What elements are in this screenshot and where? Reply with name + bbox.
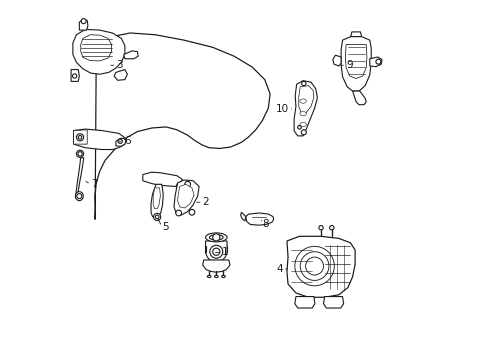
Polygon shape — [294, 81, 318, 136]
Text: 4: 4 — [276, 264, 283, 274]
Circle shape — [298, 126, 301, 129]
Circle shape — [76, 134, 84, 141]
Text: 5: 5 — [162, 222, 169, 231]
Polygon shape — [124, 51, 138, 59]
Ellipse shape — [207, 275, 211, 278]
Ellipse shape — [215, 275, 218, 278]
Ellipse shape — [300, 112, 306, 116]
Circle shape — [78, 152, 82, 156]
Circle shape — [301, 130, 306, 135]
Polygon shape — [81, 35, 112, 61]
Circle shape — [153, 213, 161, 221]
Polygon shape — [116, 138, 126, 146]
Polygon shape — [345, 44, 367, 78]
Circle shape — [78, 135, 82, 139]
Polygon shape — [79, 19, 88, 30]
Circle shape — [210, 245, 223, 258]
Polygon shape — [114, 69, 127, 80]
Circle shape — [319, 226, 323, 230]
Polygon shape — [205, 241, 227, 261]
Polygon shape — [174, 180, 199, 215]
Polygon shape — [76, 158, 84, 195]
Polygon shape — [74, 130, 87, 144]
Polygon shape — [95, 33, 270, 220]
Ellipse shape — [76, 150, 84, 157]
Polygon shape — [71, 69, 79, 81]
Circle shape — [213, 234, 220, 241]
Polygon shape — [287, 236, 355, 297]
Polygon shape — [341, 37, 371, 91]
Circle shape — [300, 252, 329, 280]
Circle shape — [185, 181, 191, 187]
Text: 6: 6 — [124, 136, 130, 146]
Polygon shape — [299, 86, 314, 113]
Polygon shape — [333, 55, 341, 66]
Text: 7: 7 — [91, 179, 98, 189]
Text: 9: 9 — [346, 60, 353, 70]
Circle shape — [213, 248, 220, 255]
Circle shape — [306, 257, 323, 275]
Polygon shape — [143, 172, 182, 186]
Ellipse shape — [205, 233, 227, 242]
Circle shape — [73, 74, 77, 78]
Circle shape — [118, 139, 122, 143]
Ellipse shape — [221, 275, 225, 278]
Text: 3: 3 — [117, 60, 123, 70]
Polygon shape — [295, 297, 315, 308]
Circle shape — [77, 194, 82, 199]
Polygon shape — [351, 32, 362, 37]
Circle shape — [295, 246, 334, 286]
Ellipse shape — [210, 235, 223, 240]
Text: 8: 8 — [262, 219, 269, 229]
Ellipse shape — [75, 192, 83, 201]
Ellipse shape — [300, 122, 306, 127]
Circle shape — [81, 19, 86, 24]
Polygon shape — [370, 57, 382, 67]
Polygon shape — [73, 30, 125, 74]
Ellipse shape — [300, 99, 306, 103]
Polygon shape — [323, 297, 343, 308]
Polygon shape — [241, 212, 245, 221]
Polygon shape — [177, 181, 191, 189]
Circle shape — [330, 226, 334, 230]
Circle shape — [302, 81, 306, 86]
Polygon shape — [245, 213, 274, 225]
Polygon shape — [203, 260, 230, 272]
Circle shape — [155, 215, 159, 219]
Polygon shape — [153, 188, 160, 209]
Text: 2: 2 — [203, 197, 209, 207]
Text: 1: 1 — [221, 247, 228, 257]
Circle shape — [176, 210, 181, 216]
Polygon shape — [74, 129, 125, 149]
Polygon shape — [177, 184, 194, 208]
Polygon shape — [353, 91, 366, 105]
Circle shape — [376, 59, 381, 64]
Polygon shape — [151, 184, 163, 218]
Text: 10: 10 — [276, 104, 289, 114]
Circle shape — [189, 210, 195, 215]
